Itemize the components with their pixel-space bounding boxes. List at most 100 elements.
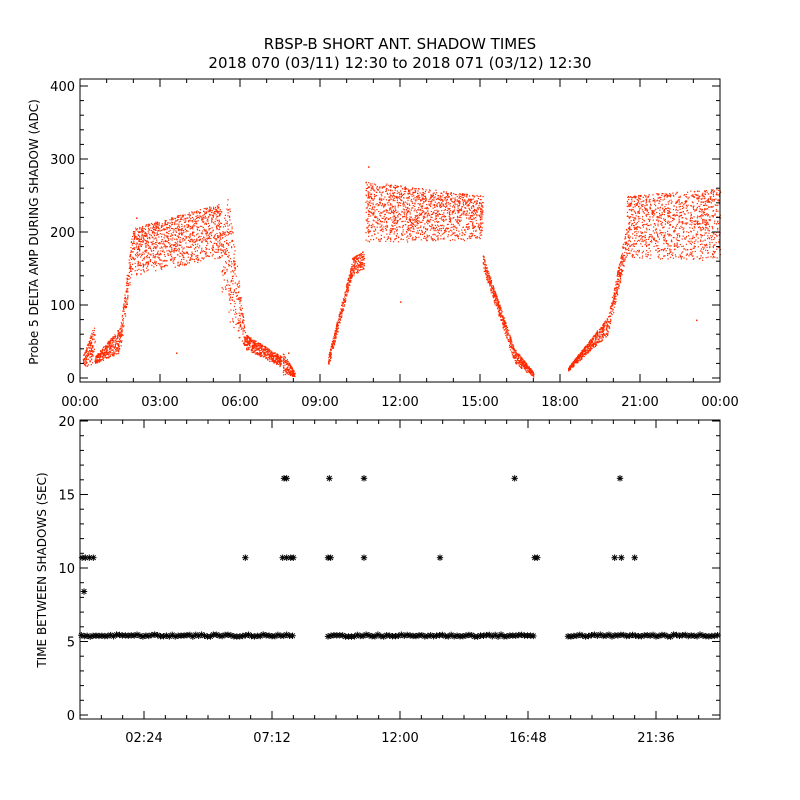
amplitude-point xyxy=(458,230,460,232)
amplitude-point xyxy=(250,337,252,339)
amplitude-point xyxy=(280,356,283,359)
amplitude-point xyxy=(177,254,179,256)
amplitude-point xyxy=(203,208,205,210)
amplitude-point xyxy=(96,354,98,356)
amplitude-point xyxy=(331,344,333,346)
amplitude-point xyxy=(180,214,182,216)
amplitude-point xyxy=(203,239,205,241)
amplitude-point xyxy=(467,201,469,203)
amplitude-point xyxy=(130,268,132,270)
amplitude-point xyxy=(350,281,352,283)
amplitude-point xyxy=(144,233,146,235)
amplitude-point xyxy=(102,354,104,356)
amplitude-point xyxy=(503,322,505,324)
amplitude-point xyxy=(222,288,224,290)
amplitude-point xyxy=(83,354,85,356)
amplitude-point xyxy=(207,222,209,224)
amplitude-point xyxy=(373,198,375,200)
amplitude-point xyxy=(484,266,486,268)
amplitude-point xyxy=(368,186,370,188)
amplitude-point xyxy=(360,263,362,265)
amplitude-point xyxy=(140,264,142,266)
amplitude-point xyxy=(264,349,266,351)
amplitude-point xyxy=(474,213,476,215)
amplitude-point xyxy=(350,269,352,271)
amplitude-point xyxy=(457,235,459,237)
amplitude-point xyxy=(291,373,293,375)
amplitude-point xyxy=(247,341,249,343)
amplitude-point xyxy=(428,212,430,214)
amplitude-point xyxy=(337,328,339,330)
amplitude-point xyxy=(227,243,229,245)
amplitude-point xyxy=(332,343,334,345)
amplitude-point xyxy=(487,278,489,280)
amplitude-point xyxy=(123,304,125,306)
amplitude-point xyxy=(133,233,135,235)
amplitude-point xyxy=(335,326,337,328)
amplitude-point xyxy=(165,264,167,266)
amplitude-point xyxy=(408,197,410,199)
amplitude-point xyxy=(225,261,227,263)
amplitude-point xyxy=(379,204,381,206)
amplitude-point xyxy=(176,220,178,222)
amplitude-point xyxy=(394,207,396,209)
amplitude-point xyxy=(433,233,435,235)
amplitude-point xyxy=(185,264,187,266)
amplitude-point xyxy=(254,344,256,347)
amplitude-point xyxy=(425,238,427,240)
amplitude-point xyxy=(480,208,482,210)
amplitude-point xyxy=(270,358,272,360)
amplitude-point xyxy=(429,221,431,223)
amplitude-point xyxy=(118,350,120,353)
amplitude-point xyxy=(437,228,439,230)
amplitude-point xyxy=(238,327,240,329)
amplitude-point xyxy=(179,255,181,257)
amplitude-point xyxy=(235,316,237,318)
amplitude-point xyxy=(403,212,405,214)
amplitude-point xyxy=(491,291,494,293)
amplitude-point xyxy=(293,374,295,376)
amplitude-point xyxy=(370,193,372,195)
amplitude-point xyxy=(191,212,193,214)
amplitude-point xyxy=(142,241,144,243)
amplitude-point xyxy=(235,308,237,310)
amplitude-point xyxy=(153,233,155,235)
amplitude-point xyxy=(414,199,416,201)
amplitude-point xyxy=(122,306,124,308)
amplitude-point xyxy=(232,280,234,282)
amplitude-point xyxy=(181,253,183,255)
amplitude-point xyxy=(265,347,267,349)
amplitude-point xyxy=(97,358,99,361)
amplitude-point xyxy=(479,202,481,204)
amplitude-point xyxy=(462,238,464,240)
amplitude-point xyxy=(351,275,353,277)
amplitude-point xyxy=(446,209,448,211)
amplitude-point xyxy=(386,192,388,194)
amplitude-point xyxy=(205,248,207,251)
amplitude-point xyxy=(233,267,236,269)
amplitude-point xyxy=(281,360,283,362)
amplitude-point xyxy=(409,192,411,194)
amplitude-point xyxy=(146,254,148,256)
amplitude-point xyxy=(203,214,205,216)
amplitude-point xyxy=(391,205,393,207)
amplitude-point xyxy=(442,213,444,216)
amplitude-point xyxy=(399,198,401,200)
amplitude-point xyxy=(179,226,181,228)
amplitude-point xyxy=(403,209,406,211)
amplitude-point xyxy=(148,247,150,249)
amplitude-point xyxy=(393,212,395,214)
amplitude-point xyxy=(414,239,416,241)
amplitude-point xyxy=(407,241,409,243)
amplitude-point xyxy=(187,214,189,216)
amplitude-point xyxy=(357,271,359,273)
amplitude-point xyxy=(406,228,408,230)
amplitude-point xyxy=(172,217,174,219)
amplitude-point xyxy=(155,256,157,258)
amplitude-point xyxy=(92,347,94,349)
amplitude-point xyxy=(456,200,458,202)
amplitude-point xyxy=(269,355,271,357)
amplitude-point xyxy=(432,228,435,230)
amplitude-point xyxy=(437,195,439,197)
amplitude-point xyxy=(452,226,454,228)
